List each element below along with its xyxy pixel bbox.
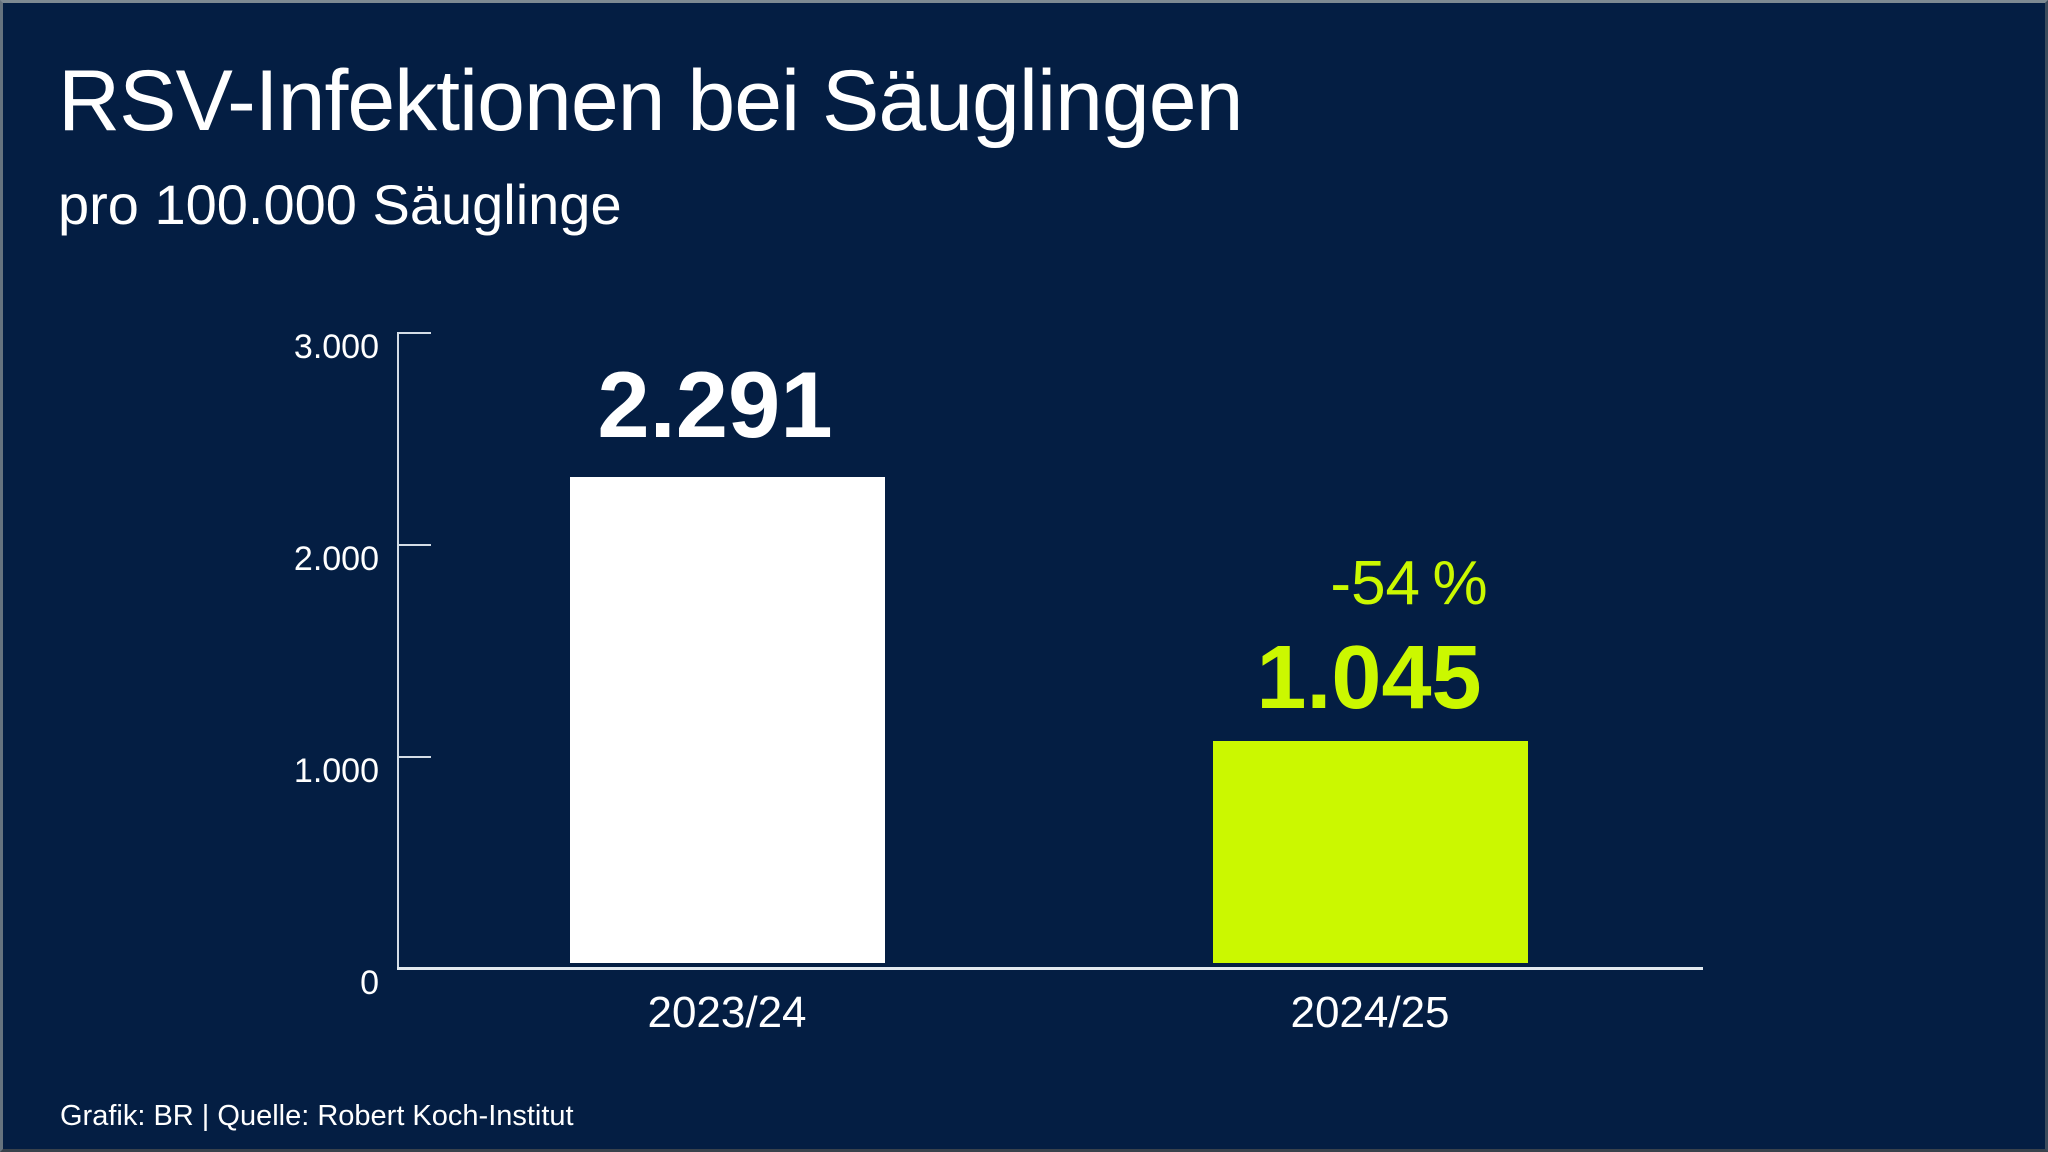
change-annotation: -54 %	[1330, 548, 1488, 618]
y-axis-line	[397, 332, 399, 969]
x-category-label-2024-25: 2024/25	[1290, 988, 1450, 1037]
y-tick-label-3000: 3.000	[293, 327, 379, 366]
x-axis-line	[397, 967, 1703, 970]
y-tick-label-1000: 1.000	[293, 751, 379, 790]
x-category-label-2023-24: 2023/24	[647, 988, 807, 1037]
bar-2023-24	[570, 477, 885, 963]
y-tick-label-2000: 2.000	[293, 539, 379, 578]
page-title: RSV-Infektionen bei Säuglingen	[58, 52, 1243, 149]
page-subtitle: pro 100.000 Säuglinge	[58, 172, 622, 236]
y-tick-mark-1000	[399, 756, 431, 758]
bar-2024-25	[1213, 741, 1528, 963]
value-label-2023-24: 2.291	[597, 352, 833, 457]
y-tick-label-0: 0	[360, 963, 379, 1002]
value-label-2024-25: 1.045	[1256, 627, 1482, 728]
y-tick-mark-2000	[399, 544, 431, 546]
y-tick-mark-3000	[399, 332, 431, 334]
source-credit: Grafik: BR | Quelle: Robert Koch-Institu…	[60, 1099, 574, 1132]
